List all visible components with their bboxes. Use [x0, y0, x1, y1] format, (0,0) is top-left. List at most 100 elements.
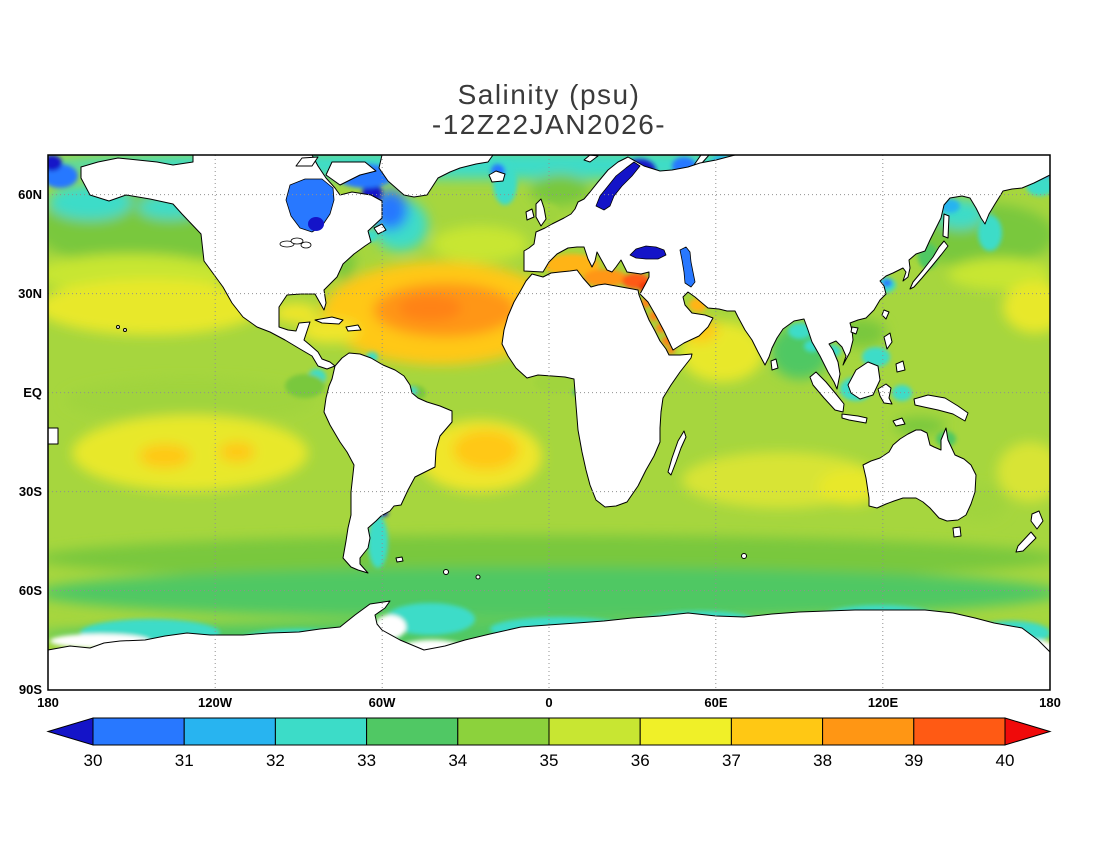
- colorbar-cell: [822, 717, 915, 746]
- lat-tick-label: EQ: [23, 385, 42, 400]
- salinity-blob: [48, 279, 262, 335]
- lat-tick-label: 30N: [18, 286, 42, 301]
- southern-ocean-band: [48, 567, 1050, 619]
- salinity-blob: [788, 323, 812, 339]
- cuba-island: [314, 316, 344, 325]
- map-border: [47, 154, 1051, 691]
- salinity-blob: [978, 215, 1002, 251]
- lon-tick-label: 180: [1039, 695, 1061, 710]
- salinity-blob: [285, 374, 325, 398]
- colorbar-cell: [366, 717, 459, 746]
- inland-seas: [279, 161, 696, 288]
- salinity-blob: [432, 226, 528, 262]
- colorbar-cell: [548, 717, 641, 746]
- small-island: [475, 574, 481, 580]
- south-atlantic-high-salinity-core: [453, 430, 519, 470]
- colorbar-cell: [457, 717, 550, 746]
- new-zealand-south-island: [1015, 531, 1037, 553]
- baltic-sea: [595, 161, 641, 211]
- landmass-africa: [501, 269, 693, 508]
- salinity-blob: [398, 295, 462, 321]
- colorbar-cell: [92, 717, 185, 746]
- landmasses: [48, 155, 1050, 690]
- great-lake: [290, 237, 304, 245]
- salinity-blob: [139, 444, 191, 468]
- new-guinea-island: [913, 394, 969, 422]
- small-island-left-edge: [48, 427, 59, 445]
- hawaii-island: [123, 328, 127, 332]
- lat-tick-label: 90S: [19, 682, 42, 697]
- colorbar-tick-label: 31: [175, 751, 194, 770]
- svalbard-island: [583, 155, 599, 163]
- graticule: [48, 155, 1050, 690]
- southern-ocean-band: [48, 535, 1050, 581]
- japan-islands: [909, 240, 949, 290]
- salinity-blob: [882, 279, 892, 287]
- colorbar-tick-label: 40: [996, 751, 1015, 770]
- figure-title: Salinity (psu): [458, 79, 641, 110]
- salinity-blob: [534, 373, 578, 393]
- lon-tick-label: 180: [37, 695, 59, 710]
- salinity-blob: [892, 385, 912, 401]
- falkland-islands: [395, 556, 404, 563]
- colorbar-tick-label: 35: [540, 751, 559, 770]
- lon-tick-label: 60W: [369, 695, 396, 710]
- salinity-blob: [219, 442, 255, 462]
- colorbar-tick-label: 33: [357, 751, 376, 770]
- landmass-south-america: [323, 352, 453, 574]
- colorbar-tick-label: 37: [722, 751, 741, 770]
- mediterranean-west-blob: [544, 254, 600, 276]
- luzon-island: [883, 332, 893, 350]
- latitude-axis: 60N 30N EQ 30S 60S 90S: [18, 187, 42, 697]
- landmass-greenland: [378, 155, 494, 198]
- lat-tick-label: 30S: [19, 484, 42, 499]
- iceland-island: [488, 170, 506, 183]
- salinity-blob: [273, 303, 319, 323]
- ireland-island: [525, 208, 535, 221]
- colorbar-tick-label: 36: [631, 751, 650, 770]
- colorbar-tick-label: 30: [84, 751, 103, 770]
- hainan-island: [850, 326, 859, 335]
- colorbar-tick-label: 34: [448, 751, 467, 770]
- salinity-blob: [997, 442, 1050, 502]
- sulawesi-island: [877, 383, 893, 405]
- newfoundland-island: [373, 223, 387, 235]
- colorbar-left-arrow: [46, 717, 94, 746]
- salinity-blob: [530, 174, 590, 206]
- kerguelen-island: [741, 553, 747, 559]
- great-lake: [300, 241, 312, 249]
- britain-island: [535, 198, 547, 227]
- borneo-island: [847, 361, 881, 400]
- black-sea: [629, 245, 667, 260]
- colorbar-cell: [274, 717, 368, 746]
- salinity-blob: [300, 319, 360, 343]
- madagascar-island: [667, 430, 687, 476]
- hawaii-island: [116, 325, 120, 329]
- lon-tick-label: 0: [545, 695, 552, 710]
- salinity-blob: [948, 258, 1050, 290]
- colorbar-tick-label: 32: [266, 751, 285, 770]
- lat-tick-label: 60S: [19, 583, 42, 598]
- salinity-blob: [65, 378, 315, 422]
- james-bay: [308, 217, 324, 231]
- taiwan-island: [881, 309, 890, 320]
- baffin-island: [325, 161, 377, 186]
- hispaniola-island: [345, 324, 362, 332]
- arctic-island: [295, 156, 319, 167]
- caspian-sea: [679, 246, 696, 288]
- salinity-blob: [48, 155, 62, 171]
- lat-tick-label: 60N: [18, 187, 42, 202]
- antarctic-coastal-blob: [385, 603, 475, 635]
- longitude-axis: 180 120W 60W 0 60E 120E 180: [37, 695, 1061, 710]
- lon-tick-label: 120W: [198, 695, 233, 710]
- colorbar-cell: [730, 717, 824, 746]
- mindanao-island: [895, 360, 906, 373]
- tasmania-island: [952, 526, 962, 538]
- sakhalin-island: [942, 213, 950, 239]
- colorbar-tick-label: 39: [904, 751, 923, 770]
- colorbar-cell: [639, 717, 732, 746]
- salinity-blob: [894, 417, 946, 435]
- mediterranean-mid-blob: [583, 269, 627, 287]
